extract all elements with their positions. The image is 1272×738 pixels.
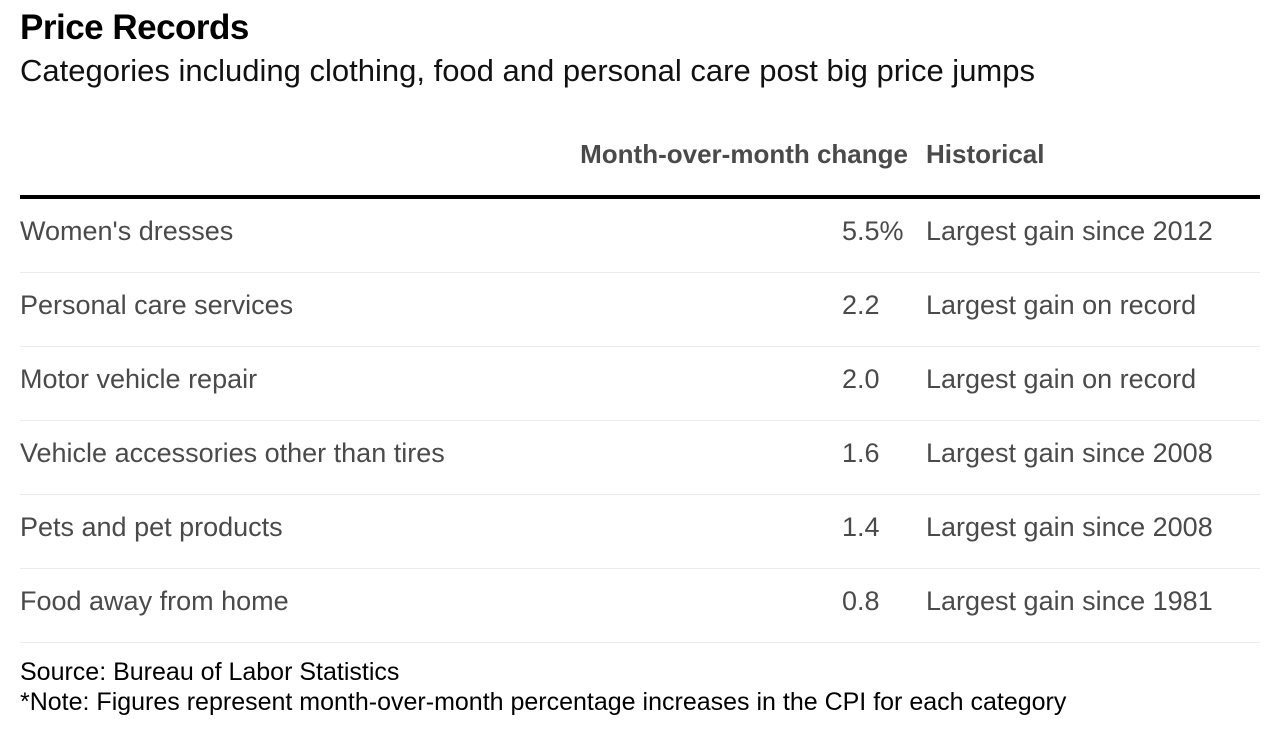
header-rule [20, 195, 1260, 199]
category-cell: Food away from home [20, 586, 289, 616]
change-cell: 2.0 [842, 364, 880, 394]
historical-cell: Largest gain on record [926, 364, 1197, 394]
chart-footer: Source: Bureau of Labor Statistics *Note… [20, 657, 1066, 717]
historical-cell: Largest gain since 2008 [926, 438, 1213, 468]
note-text: *Note: Figures represent month-over-mont… [20, 688, 1067, 716]
column-header-change: Month-over-month change [580, 139, 908, 169]
category-cell: Vehicle accessories other than tires [20, 438, 445, 468]
table-row: Women's dresses 5.5% Largest gain since … [20, 199, 1260, 273]
source-text: Source: Bureau of Labor Statistics [20, 658, 400, 686]
change-cell: 0.8 [842, 586, 880, 616]
chart-subtitle: Categories including clothing, food and … [20, 53, 1035, 88]
category-cell: Women's dresses [20, 216, 234, 246]
change-cell: 5.5% [842, 216, 904, 246]
change-cell: 1.4 [842, 512, 880, 542]
column-header-historical: Historical [926, 139, 1045, 169]
category-cell: Personal care services [20, 290, 294, 320]
table-body: Women's dresses 5.5% Largest gain since … [20, 199, 1260, 643]
table-row: Food away from home 0.8 Largest gain sin… [20, 569, 1260, 643]
table-row: Pets and pet products 1.4 Largest gain s… [20, 495, 1260, 569]
historical-cell: Largest gain since 2012 [926, 216, 1213, 246]
table-header: Month-over-month change Historical [20, 139, 1260, 179]
table-row: Personal care services 2.2 Largest gain … [20, 273, 1260, 347]
table-row: Motor vehicle repair 2.0 Largest gain on… [20, 347, 1260, 421]
change-cell: 2.2 [842, 290, 880, 320]
historical-cell: Largest gain since 1981 [926, 586, 1213, 616]
change-cell: 1.6 [842, 438, 880, 468]
category-cell: Pets and pet products [20, 512, 283, 542]
historical-cell: Largest gain since 2008 [926, 512, 1213, 542]
table-row: Vehicle accessories other than tires 1.6… [20, 421, 1260, 495]
category-cell: Motor vehicle repair [20, 364, 258, 394]
chart-title: Price Records [20, 8, 249, 47]
historical-cell: Largest gain on record [926, 290, 1197, 320]
